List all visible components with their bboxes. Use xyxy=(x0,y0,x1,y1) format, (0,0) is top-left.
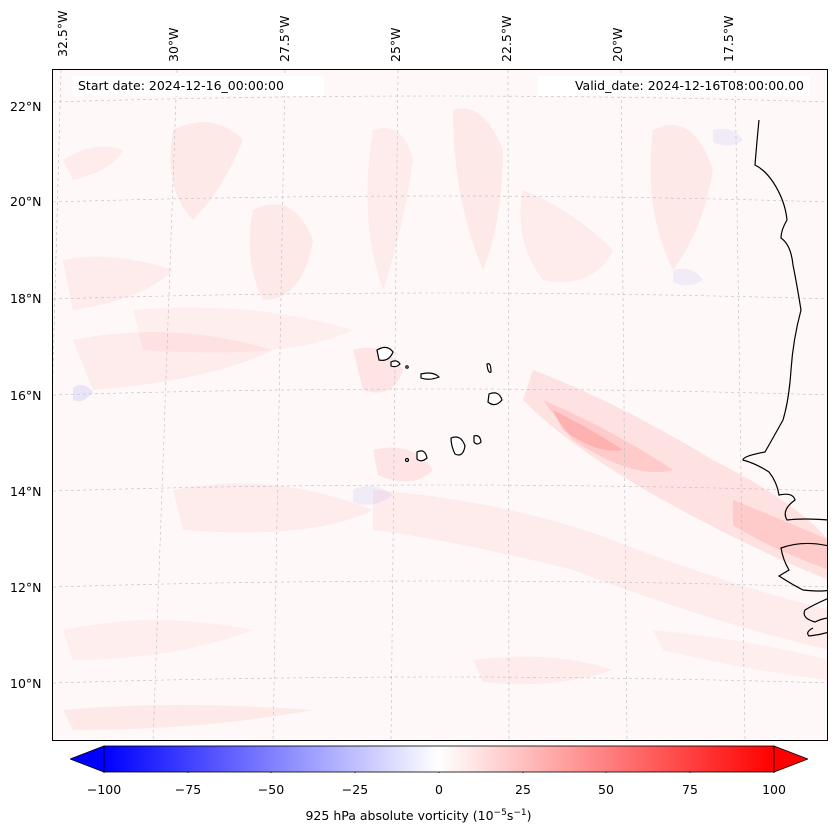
colorbar-tick-25: 25 xyxy=(515,782,531,797)
island-fogo xyxy=(416,450,428,462)
island-santo-antao xyxy=(376,346,394,361)
valid-date-label: Valid_date: 2024-12-16T08:00:00.00 xyxy=(538,76,810,96)
colorbar-max-extend xyxy=(773,745,808,773)
african-coastline xyxy=(742,119,827,637)
vorticity-field-negative xyxy=(73,128,743,505)
lat-label-12n: 12°N xyxy=(10,580,42,595)
colorbar-tick-100: 100 xyxy=(762,782,786,797)
colorbar-tick-neg50: −50 xyxy=(257,782,285,797)
graticule xyxy=(53,70,827,740)
colorbar-tick-neg75: −75 xyxy=(174,782,202,797)
colorbar-label: 925 hPa absolute vorticity (10−5s−1) xyxy=(305,808,532,824)
cabo-verde-islands xyxy=(376,346,503,463)
colorbar-tick-0: 0 xyxy=(435,782,443,797)
island-sao-nicolau xyxy=(420,372,441,380)
lon-label-20w: 20°W xyxy=(610,27,625,62)
colorbar-ticks xyxy=(103,772,775,773)
island-boa-vista xyxy=(487,392,503,406)
lon-label-30w: 30°W xyxy=(166,27,181,62)
colorbar-gradient xyxy=(103,745,775,773)
lon-label-17-5w: 17.5°W xyxy=(721,15,736,62)
lat-label-10n: 10°N xyxy=(10,676,42,691)
lat-label-20n: 20°N xyxy=(10,194,42,209)
lon-label-25w: 25°W xyxy=(388,27,403,62)
lon-label-22-5w: 22.5°W xyxy=(499,15,514,62)
colorbar-tick-50: 50 xyxy=(598,782,614,797)
lat-label-18n: 18°N xyxy=(10,291,42,306)
colorbar-tick-75: 75 xyxy=(682,782,698,797)
vorticity-field xyxy=(63,108,827,730)
vorticity-colorbar xyxy=(70,745,808,773)
colorbar-min-extend xyxy=(70,745,105,773)
colorbar-tick-neg100: −100 xyxy=(86,782,122,797)
start-date-label: Start date: 2024-12-16_00:00:00 xyxy=(72,76,324,96)
island-santiago xyxy=(450,436,466,456)
island-sao-vicente xyxy=(390,360,401,368)
map-canvas xyxy=(53,70,827,740)
colorbar-tick-neg25: −25 xyxy=(341,782,369,797)
lon-label-27-5w: 27.5°W xyxy=(277,15,292,62)
lat-label-14n: 14°N xyxy=(10,484,42,499)
island-sal xyxy=(486,363,492,373)
lat-label-16n: 16°N xyxy=(10,388,42,403)
vorticity-map xyxy=(52,69,828,741)
lat-label-22n: 22°N xyxy=(10,99,42,114)
island-maio xyxy=(473,435,482,445)
lon-label-32-5w: 32.5°W xyxy=(55,10,70,57)
